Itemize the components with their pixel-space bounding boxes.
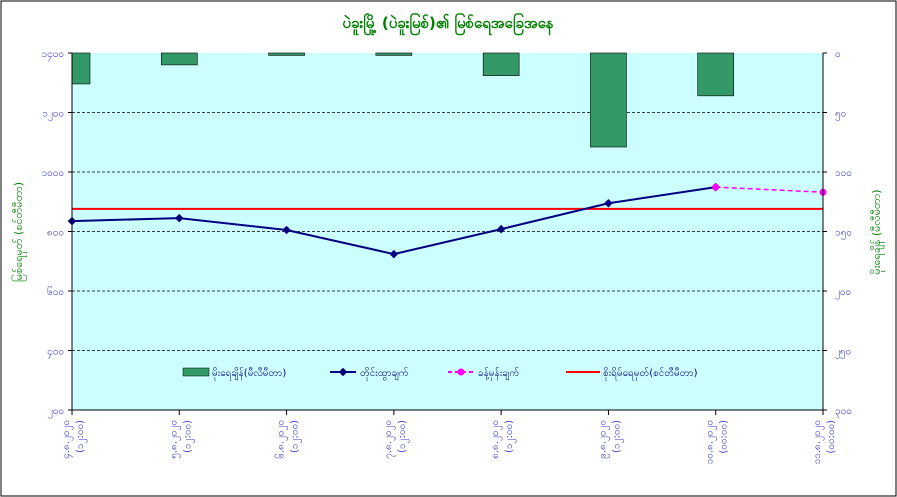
x-tick-label-date: ၆.၈.၂၀၂၀: [274, 420, 289, 459]
observed-point: [282, 225, 291, 235]
x-tick-label-date: ၁၁.၈.၂၀၂၀: [812, 420, 825, 464]
x-tick-label-date: ၈.၈.၂၀၂၀: [490, 420, 503, 459]
left-tick-label: ၂၀၀: [48, 406, 64, 419]
right-tick-label: ၁၀၀: [835, 168, 852, 179]
rainfall-bar: [697, 52, 735, 97]
legend-label-danger: စိုးရိမ်ရေမှတ်(စင်တီမီတာ): [603, 366, 698, 381]
left-tick-label: ၄၀၀: [47, 347, 64, 360]
right-tick-label: ၅၀: [835, 109, 846, 122]
right-tick-label: ၂၅၀: [835, 347, 851, 360]
x-tick-label-date: ၁၀.၈.၂၀၂၀: [705, 420, 718, 464]
observed-point: [389, 249, 399, 259]
right-tick-label: ၃၀၀: [835, 406, 852, 419]
x-tick-label-date: ၅.၈.၂၀၂၀: [168, 420, 181, 459]
x-tick-label-time: (၁၂:၀၀): [397, 420, 410, 453]
right-tick-label: ၁၅၀: [835, 228, 852, 241]
legend-label-rain: မိုးရေချိန်(မီလီမီတာ): [212, 366, 286, 381]
right-tick-label: ၂၀၀: [835, 287, 851, 300]
legend-label-observed: တိုင်းထွာချက်: [360, 366, 409, 381]
rainfall-bar: [375, 52, 413, 56]
x-tick-label-date: ၉.၈.၂၀၂၀: [597, 420, 610, 459]
x-tick-label-time: (၀၀:၀၀): [719, 420, 730, 454]
x-tick-label-date: ၄.၈.၂၀၂၀: [61, 420, 74, 459]
x-tick-label-time: (၁၂:၀၀): [290, 420, 303, 453]
x-tick-label-time: (၁၂:၀၀): [611, 420, 624, 453]
x-tick-label-date: ၇.၈.၂၀၂၀: [383, 420, 396, 459]
right-tick-label: ၀: [835, 49, 841, 60]
left-tick-label: ၁၂၀၀: [42, 109, 64, 122]
left-tick-label: ၁၄၀၀: [42, 49, 65, 62]
rainfall-bar: [482, 52, 520, 76]
left-axis-title: မြစ်ရေမှတ် (စင်တီမီတာ): [11, 182, 27, 282]
legend-swatch-rain: [182, 367, 210, 377]
legend-marker-observed: [338, 367, 348, 377]
forecast-water-level-line: [715, 186, 824, 193]
x-tick-label-time: (၀၀:၀၀): [826, 420, 837, 454]
left-tick-label: ၈၀၀: [47, 228, 64, 239]
x-tick-label-time: (၁၂:၀၀): [504, 420, 517, 453]
right-axis-title: မိုးရေချိန် (မီလီမီတာ): [870, 189, 885, 274]
left-tick-label: ၁၀၀၀: [42, 168, 65, 179]
left-tick-label: ၆၀၀: [47, 285, 64, 298]
x-tick-label-time: (၁၂:၀၀): [75, 420, 88, 453]
observed-point: [175, 213, 184, 223]
x-tick-label-time: (၁၂:၀၀): [182, 420, 195, 453]
legend: မိုးရေချိန်(မီလီမီတာ) တိုင်းထွာချက် ခန့်…: [182, 366, 698, 381]
rainfall-bar: [160, 52, 198, 66]
observed-point: [496, 224, 506, 234]
legend-label-forecast: ခန့်မှန်းချက်: [478, 366, 519, 381]
rainfall-bar: [71, 52, 91, 85]
rainfall-bar: [590, 52, 627, 148]
legend-marker-forecast: [457, 368, 465, 376]
forecast-point: [712, 183, 720, 191]
rainfall-bar: [268, 52, 305, 56]
